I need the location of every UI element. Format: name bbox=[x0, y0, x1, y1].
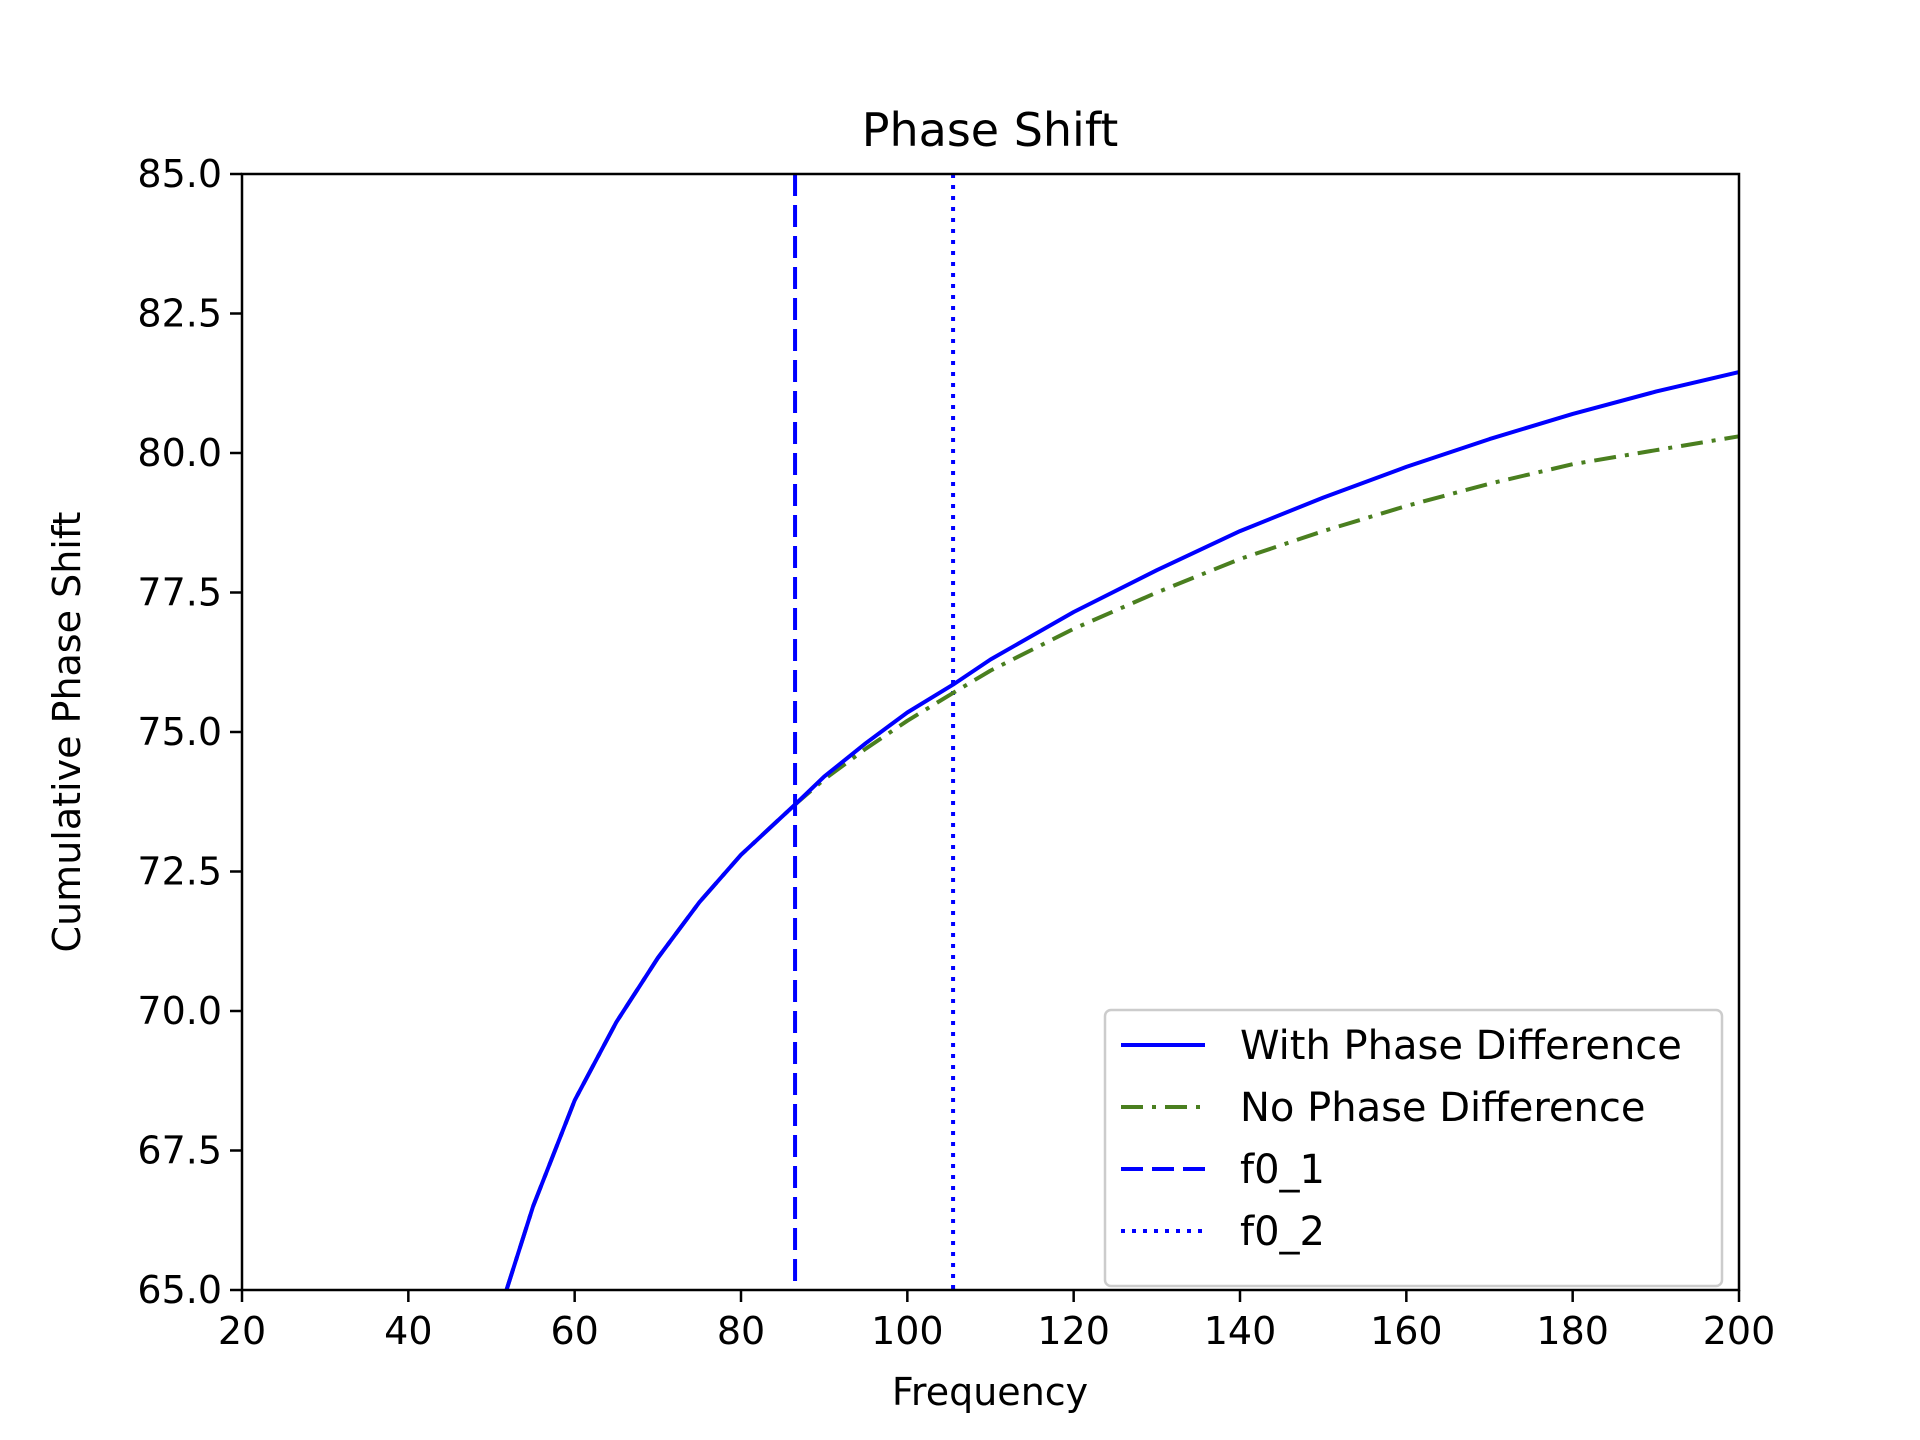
y-tick-label: 80.0 bbox=[137, 431, 222, 475]
y-tick-label: 77.5 bbox=[137, 571, 222, 615]
legend-label: No Phase Difference bbox=[1240, 1085, 1645, 1131]
x-tick-label: 80 bbox=[717, 1309, 765, 1353]
y-tick-label: 67.5 bbox=[137, 1129, 222, 1173]
legend-label: f0_1 bbox=[1240, 1147, 1325, 1193]
x-axis-label: Frequency bbox=[892, 1370, 1088, 1414]
x-tick-label: 60 bbox=[550, 1309, 598, 1353]
plot-frame bbox=[240, 172, 1741, 1292]
x-tick-label: 40 bbox=[384, 1309, 432, 1353]
y-tick-label: 70.0 bbox=[137, 989, 222, 1033]
x-tick-label: 120 bbox=[1037, 1309, 1110, 1353]
legend-label: f0_2 bbox=[1240, 1209, 1325, 1255]
x-tick-label: 180 bbox=[1536, 1309, 1609, 1353]
x-tick-label: 140 bbox=[1204, 1309, 1277, 1353]
legend-box bbox=[1103, 1008, 1724, 1288]
y-axis-label: Cumulative Phase Shift bbox=[45, 512, 89, 953]
x-tick-label: 200 bbox=[1703, 1309, 1776, 1353]
y-tick-label: 65.0 bbox=[137, 1268, 222, 1312]
x-tick-label: 160 bbox=[1370, 1309, 1443, 1353]
y-axis-label-group: Cumulative Phase Shift bbox=[45, 512, 89, 953]
x-tick-label: 20 bbox=[218, 1309, 266, 1353]
chart-title: Phase Shift bbox=[862, 103, 1119, 157]
y-tick-label: 72.5 bbox=[137, 850, 222, 894]
y-tick-label: 85.0 bbox=[137, 152, 222, 196]
y-tick-label: 75.0 bbox=[137, 710, 222, 754]
series-line-with-phase-difference bbox=[504, 370, 1740, 1291]
legend: With Phase Difference No Phase Difference… bbox=[1103, 1008, 1724, 1288]
y-tick-label: 82.5 bbox=[137, 292, 222, 336]
legend-label: With Phase Difference bbox=[1240, 1023, 1682, 1069]
x-tick-label: 100 bbox=[871, 1309, 944, 1353]
